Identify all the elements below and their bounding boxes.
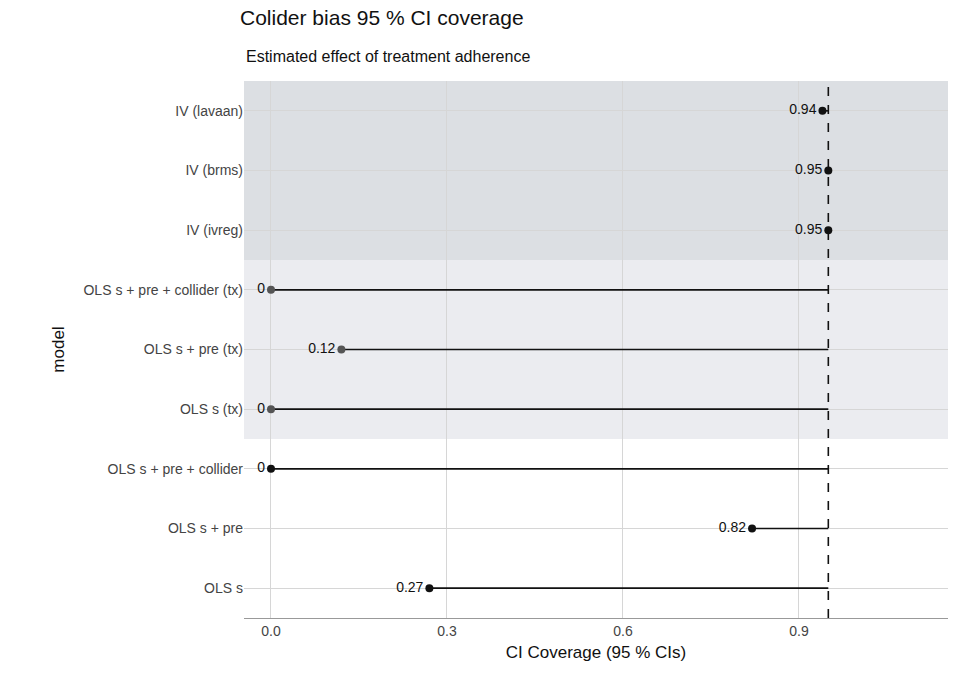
svg-text:IV (lavaan): IV (lavaan)	[175, 103, 243, 119]
svg-text:0.95: 0.95	[795, 161, 822, 177]
svg-text:OLS s + pre + collider: OLS s + pre + collider	[108, 461, 244, 477]
svg-text:0.82: 0.82	[719, 519, 746, 535]
svg-text:0.9: 0.9	[789, 623, 809, 639]
svg-text:CI Coverage (95 % CIs): CI Coverage (95 % CIs)	[506, 643, 686, 662]
svg-text:OLS s + pre + collider (tx): OLS s + pre + collider (tx)	[83, 282, 243, 298]
svg-text:0: 0	[257, 459, 265, 475]
svg-text:OLS s: OLS s	[204, 580, 243, 596]
svg-text:IV (ivreg): IV (ivreg)	[186, 222, 243, 238]
svg-text:Colider bias 95 % CI coverage: Colider bias 95 % CI coverage	[240, 6, 524, 29]
svg-text:0.0: 0.0	[261, 623, 281, 639]
svg-text:0.95: 0.95	[795, 221, 822, 237]
svg-text:model: model	[49, 326, 68, 372]
svg-text:IV (brms): IV (brms)	[185, 162, 243, 178]
svg-text:Estimated effect of treatment: Estimated effect of treatment adherence	[246, 48, 530, 65]
svg-text:0.3: 0.3	[437, 623, 457, 639]
svg-text:0.94: 0.94	[789, 101, 816, 117]
svg-text:0.6: 0.6	[613, 623, 633, 639]
svg-text:0: 0	[257, 280, 265, 296]
svg-text:0: 0	[257, 400, 265, 416]
svg-text:OLS s (tx): OLS s (tx)	[180, 401, 243, 417]
svg-text:OLS s + pre (tx): OLS s + pre (tx)	[144, 341, 243, 357]
svg-text:0.12: 0.12	[308, 340, 335, 356]
svg-text:OLS s + pre: OLS s + pre	[168, 520, 243, 536]
svg-text:0.27: 0.27	[396, 579, 423, 595]
